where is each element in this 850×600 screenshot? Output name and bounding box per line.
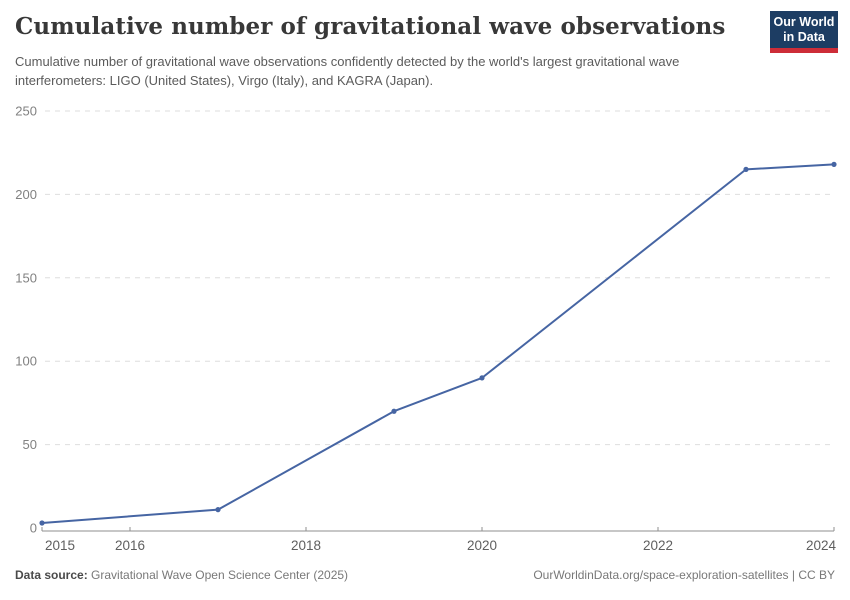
data-point-2015[interactable] xyxy=(39,520,45,526)
owid-logo-line2: in Data xyxy=(783,30,825,44)
y-tick-label-150: 150 xyxy=(15,270,37,285)
data-source: Data source: Gravitational Wave Open Sci… xyxy=(15,568,348,582)
x-tick-label-2022: 2022 xyxy=(643,538,673,553)
data-point-2023[interactable] xyxy=(743,166,749,172)
data-point-2024[interactable] xyxy=(831,161,837,167)
x-tick-label-2024: 2024 xyxy=(806,538,837,553)
page-title: Cumulative number of gravitational wave … xyxy=(15,13,726,40)
data-line[interactable] xyxy=(41,163,835,524)
y-tick-label-250: 250 xyxy=(15,104,37,119)
owid-logo[interactable]: Our World in Data xyxy=(770,11,838,53)
x-tick-label-2020: 2020 xyxy=(467,538,497,553)
chart-footer: Data source: Gravitational Wave Open Sci… xyxy=(15,568,835,582)
data-source-text: Gravitational Wave Open Science Center (… xyxy=(87,568,349,582)
y-tick-label-0: 0 xyxy=(30,521,37,536)
owid-logo-line1: Our World xyxy=(773,15,835,29)
x-tick-label-2015: 2015 xyxy=(45,538,75,553)
data-point-2019[interactable] xyxy=(391,408,397,414)
data-point-2020[interactable] xyxy=(479,375,485,381)
y-tick-label-100: 100 xyxy=(15,354,37,369)
attribution-link[interactable]: OurWorldinData.org/space-exploration-sat… xyxy=(533,568,835,582)
data-source-label: Data source: xyxy=(15,568,88,582)
y-tick-label-200: 200 xyxy=(15,187,37,202)
data-point-2017[interactable] xyxy=(215,507,221,513)
x-tick-label-2016: 2016 xyxy=(115,538,145,553)
y-tick-label-50: 50 xyxy=(23,437,37,452)
x-tick-label-2018: 2018 xyxy=(291,538,321,553)
chart-subtitle: Cumulative number of gravitational wave … xyxy=(15,54,680,88)
